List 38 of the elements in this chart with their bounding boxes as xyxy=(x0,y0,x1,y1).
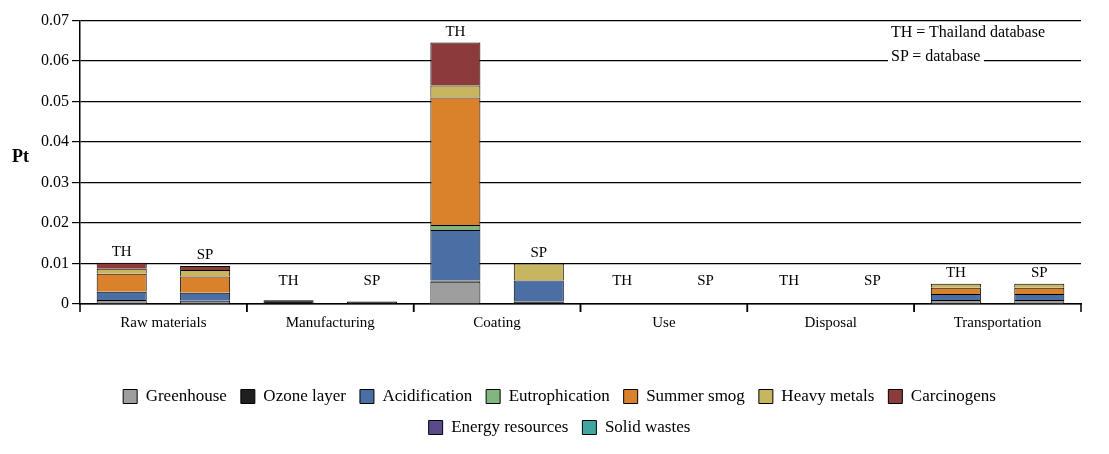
y-tick-label: 0.01 xyxy=(41,253,69,271)
x-tick-label: TH xyxy=(445,22,466,39)
x-tick-label: SP xyxy=(530,243,548,260)
x-tick-label: TH xyxy=(779,272,800,289)
y-tick-label: 0.02 xyxy=(41,213,69,231)
x-tick-label: SP xyxy=(1030,264,1048,281)
text: Use xyxy=(652,314,676,331)
x-tick-label: TH xyxy=(612,272,633,289)
annotation: TH = Thailand database xyxy=(891,22,1046,40)
text: Transportation xyxy=(953,314,1042,331)
legend-label: Summer smog xyxy=(646,385,746,405)
y-tick-label: 0 xyxy=(61,294,69,312)
x-tick-label: SP xyxy=(196,246,214,263)
x-tick-label: SP xyxy=(864,272,881,289)
text: Raw materials xyxy=(120,314,207,331)
y-tick-label: 0.06 xyxy=(41,51,69,69)
text: Coating xyxy=(473,314,522,331)
text: Disposal xyxy=(804,314,857,331)
y-tick-label: 0.05 xyxy=(41,91,69,109)
x-tick-label: TH xyxy=(945,264,967,281)
y-tick-label: 0.07 xyxy=(41,10,69,28)
text: Manufacturing xyxy=(285,314,376,331)
x-tick-label: TH xyxy=(111,243,132,260)
legend-label: Heavy metals xyxy=(781,385,875,405)
legend-label: Eutrophication xyxy=(508,385,611,405)
legend-label: Carcinogens xyxy=(910,385,996,405)
legend-label: Energy resources xyxy=(451,416,569,436)
y-axis-title: Pt xyxy=(12,145,29,166)
y-tick-label: 0.04 xyxy=(41,132,69,150)
x-tick-label: TH xyxy=(278,272,299,289)
legend-label: Acidification xyxy=(382,385,473,405)
x-tick-label: SP xyxy=(363,272,381,289)
y-tick-label: 0.03 xyxy=(41,172,69,190)
x-tick-label: SP xyxy=(697,272,714,289)
legend-label: Ozone layer xyxy=(263,385,347,405)
legend-label: Greenhouse xyxy=(145,385,227,405)
annotation: SP = database xyxy=(891,46,981,64)
legend-label: Solid wastes xyxy=(604,416,691,436)
